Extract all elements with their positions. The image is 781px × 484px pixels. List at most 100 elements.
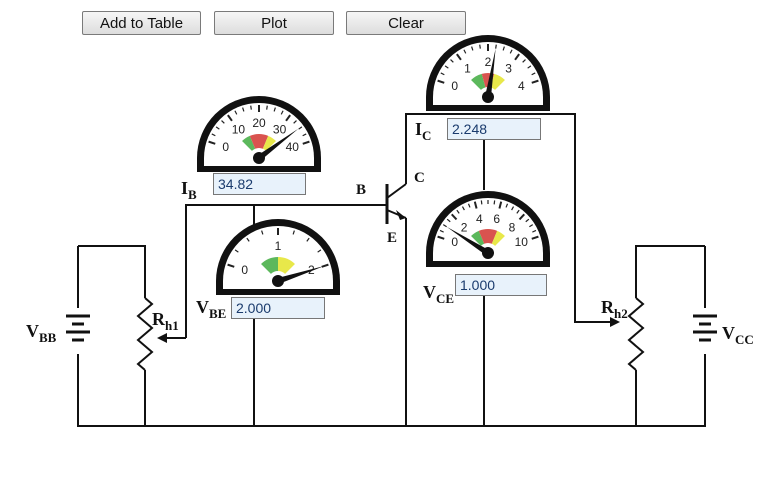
meter-tick	[437, 79, 445, 84]
meter-tick	[437, 235, 445, 240]
meter-tick	[285, 114, 291, 122]
meter-tick	[266, 105, 268, 110]
meter-tick	[456, 209, 460, 214]
vce-readout: 1.000	[455, 274, 547, 296]
meter-tick	[527, 65, 532, 69]
meter-color-band	[471, 73, 486, 90]
meter-tick-label: 40	[286, 140, 300, 154]
meter-color-band	[491, 230, 505, 246]
meter-tick	[467, 203, 471, 208]
vbe-meter-gauge: 012	[216, 219, 340, 295]
meter-tick	[518, 213, 526, 221]
meter-tick	[498, 201, 503, 209]
meter-tick	[531, 72, 536, 76]
vbe-readout: 2.000	[231, 297, 325, 319]
emitter-terminal-label: E	[387, 230, 398, 246]
ic-label: IC	[415, 119, 432, 143]
meter-color-band	[242, 135, 256, 151]
meter-tick	[302, 140, 310, 145]
meter-tick-label: 0	[451, 79, 458, 93]
meter-needle-hub	[482, 247, 494, 259]
meter-tick	[234, 110, 238, 115]
meter-tick	[250, 105, 252, 110]
meter-tick	[446, 218, 451, 223]
meter-tick-label: 3	[505, 62, 512, 76]
meter-tick	[234, 249, 239, 253]
meter-tick	[242, 107, 245, 112]
rh1-wiper-arrow-icon	[157, 333, 167, 343]
meter-tick	[456, 53, 462, 61]
meter-tick	[463, 49, 467, 54]
meter-tick	[246, 237, 250, 242]
meter-needle-hub	[272, 275, 284, 287]
meter-tick	[442, 224, 447, 228]
meter-tick	[480, 200, 483, 205]
meter-tick	[493, 200, 496, 205]
ib-readout: 34.82	[213, 173, 306, 195]
meter-tick	[211, 133, 216, 137]
meter-tick	[531, 235, 539, 240]
meter-needle	[257, 128, 299, 161]
meter-tick	[302, 133, 307, 137]
meter-tick	[479, 44, 481, 49]
meter-tick	[273, 107, 276, 112]
meter-tick	[280, 110, 284, 115]
meter-color-band	[471, 230, 485, 246]
meter-needle	[277, 265, 325, 284]
meter-color-band	[259, 134, 269, 149]
meter-tick	[522, 59, 526, 63]
meter-tick-label: 0	[451, 235, 458, 249]
vbb-battery-symbol	[66, 308, 90, 354]
meter-tick	[444, 65, 449, 69]
meter-color-band	[262, 135, 276, 151]
meter-tick	[317, 249, 322, 253]
vcc-battery-symbol	[693, 308, 717, 354]
circuit-wires	[77, 113, 706, 427]
meter-needle	[485, 48, 496, 98]
collector-terminal-label: C	[414, 170, 425, 186]
meter-tick-label: 8	[509, 220, 516, 234]
meter-tick-label: 6	[493, 212, 500, 226]
meter-tick-label: 20	[252, 116, 266, 130]
meter-needle	[446, 226, 490, 256]
meter-needle-hub	[253, 152, 265, 164]
meter-color-band	[249, 134, 259, 149]
meter-tick	[495, 44, 497, 49]
meter-color-band	[261, 257, 278, 274]
meter-tick	[450, 213, 458, 221]
meter-tick-label: 10	[515, 235, 529, 249]
meter-tick	[509, 49, 513, 54]
vbb-label: VBB	[26, 321, 57, 345]
meter-tick	[529, 224, 534, 228]
clear-button[interactable]: Clear	[346, 11, 466, 35]
plot-button[interactable]: Plot	[214, 11, 334, 35]
rh2-label: Rh2	[601, 297, 628, 321]
meter-tick-label: 0	[222, 140, 229, 154]
vbe-label: VBE	[196, 297, 227, 321]
rh2-wiper-arrow-icon	[610, 317, 620, 327]
meter-color-band	[478, 229, 488, 244]
rh1-label: Rh1	[152, 309, 179, 333]
meter-color-band	[278, 257, 295, 274]
add-to-table-button[interactable]: Add to Table	[82, 11, 201, 35]
meter-tick	[473, 201, 478, 209]
meter-tick	[471, 46, 474, 51]
base-terminal-label: B	[356, 182, 367, 198]
meter-tick-label: 1	[275, 239, 282, 253]
meter-tick	[531, 79, 539, 84]
ib-label: IB	[181, 178, 197, 202]
meter-tick-label: 30	[273, 123, 287, 137]
meter-tick	[227, 263, 235, 268]
meter-tick-label: 2	[461, 220, 468, 234]
meter-tick	[502, 46, 505, 51]
meter-tick	[525, 218, 530, 223]
rh1-resistor-symbol	[136, 297, 154, 371]
meter-tick	[450, 59, 454, 63]
ib-meter-gauge: 010 20 30 40	[197, 96, 321, 172]
rh2-resistor-symbol	[627, 297, 645, 371]
meter-tick-label: 0	[241, 263, 248, 277]
meter-tick	[261, 230, 264, 235]
meter-tick	[293, 120, 297, 124]
meter-color-band	[488, 229, 498, 244]
